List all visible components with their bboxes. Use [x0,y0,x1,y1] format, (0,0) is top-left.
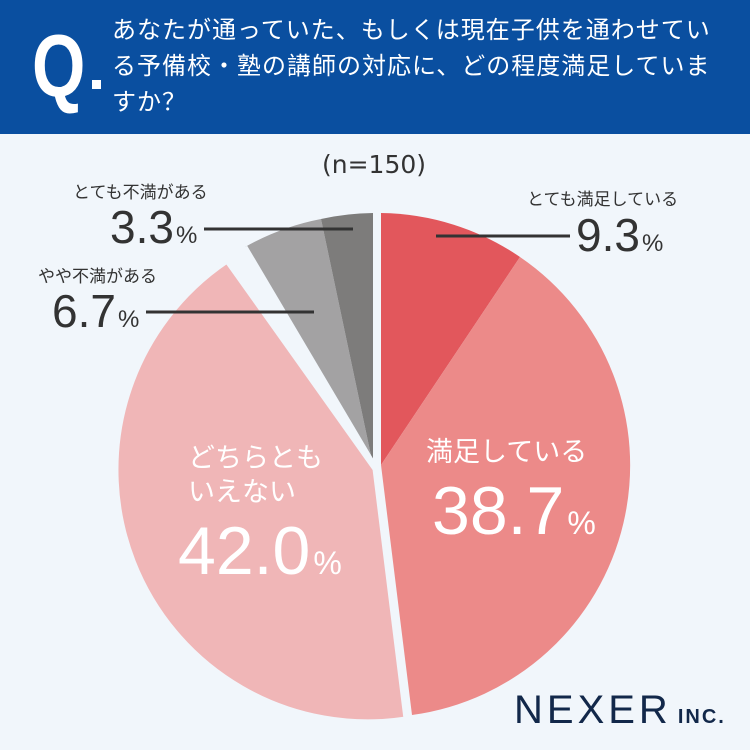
slice-very-satisfied [381,213,520,465]
question-header: Q あなたが通っていた、もしくは現在子供を通わせている予備校・塾の講師の対応に、… [0,0,750,134]
question-text: あなたが通っていた、もしくは現在子供を通わせている予備校・塾の講師の対応に、どの… [112,16,711,116]
label-very-satisfied: とても満足している [527,190,679,210]
value-satisfied: 38.7% [432,473,596,549]
positive-slices [381,213,631,715]
slice-neutral [113,257,409,725]
sample-size: (n=150) [322,150,427,179]
slice-somewhat-dissatisfied [245,219,373,465]
nexer-logo: NEXER INC. [514,688,726,732]
value-very-dissatisfied: 3.3% [110,201,198,253]
negative-slices [113,213,409,725]
q-dot [92,80,101,89]
slice-satisfied [381,257,631,715]
label-satisfied: 満足している [426,437,588,468]
label-neutral-line1: どちらとも [188,443,323,474]
slice-very-dissatisfied [321,213,373,465]
value-somewhat-dissatisfied: 6.7% [52,285,140,337]
q-mark: Q [32,16,86,115]
value-neutral: 42.0% [178,513,342,589]
value-very-satisfied: 9.3% [576,209,664,261]
label-somewhat-dissatisfied: やや不満がある [38,267,157,287]
label-neutral-line2: いえない [188,477,296,508]
label-very-dissatisfied: とても不満がある [73,183,208,203]
